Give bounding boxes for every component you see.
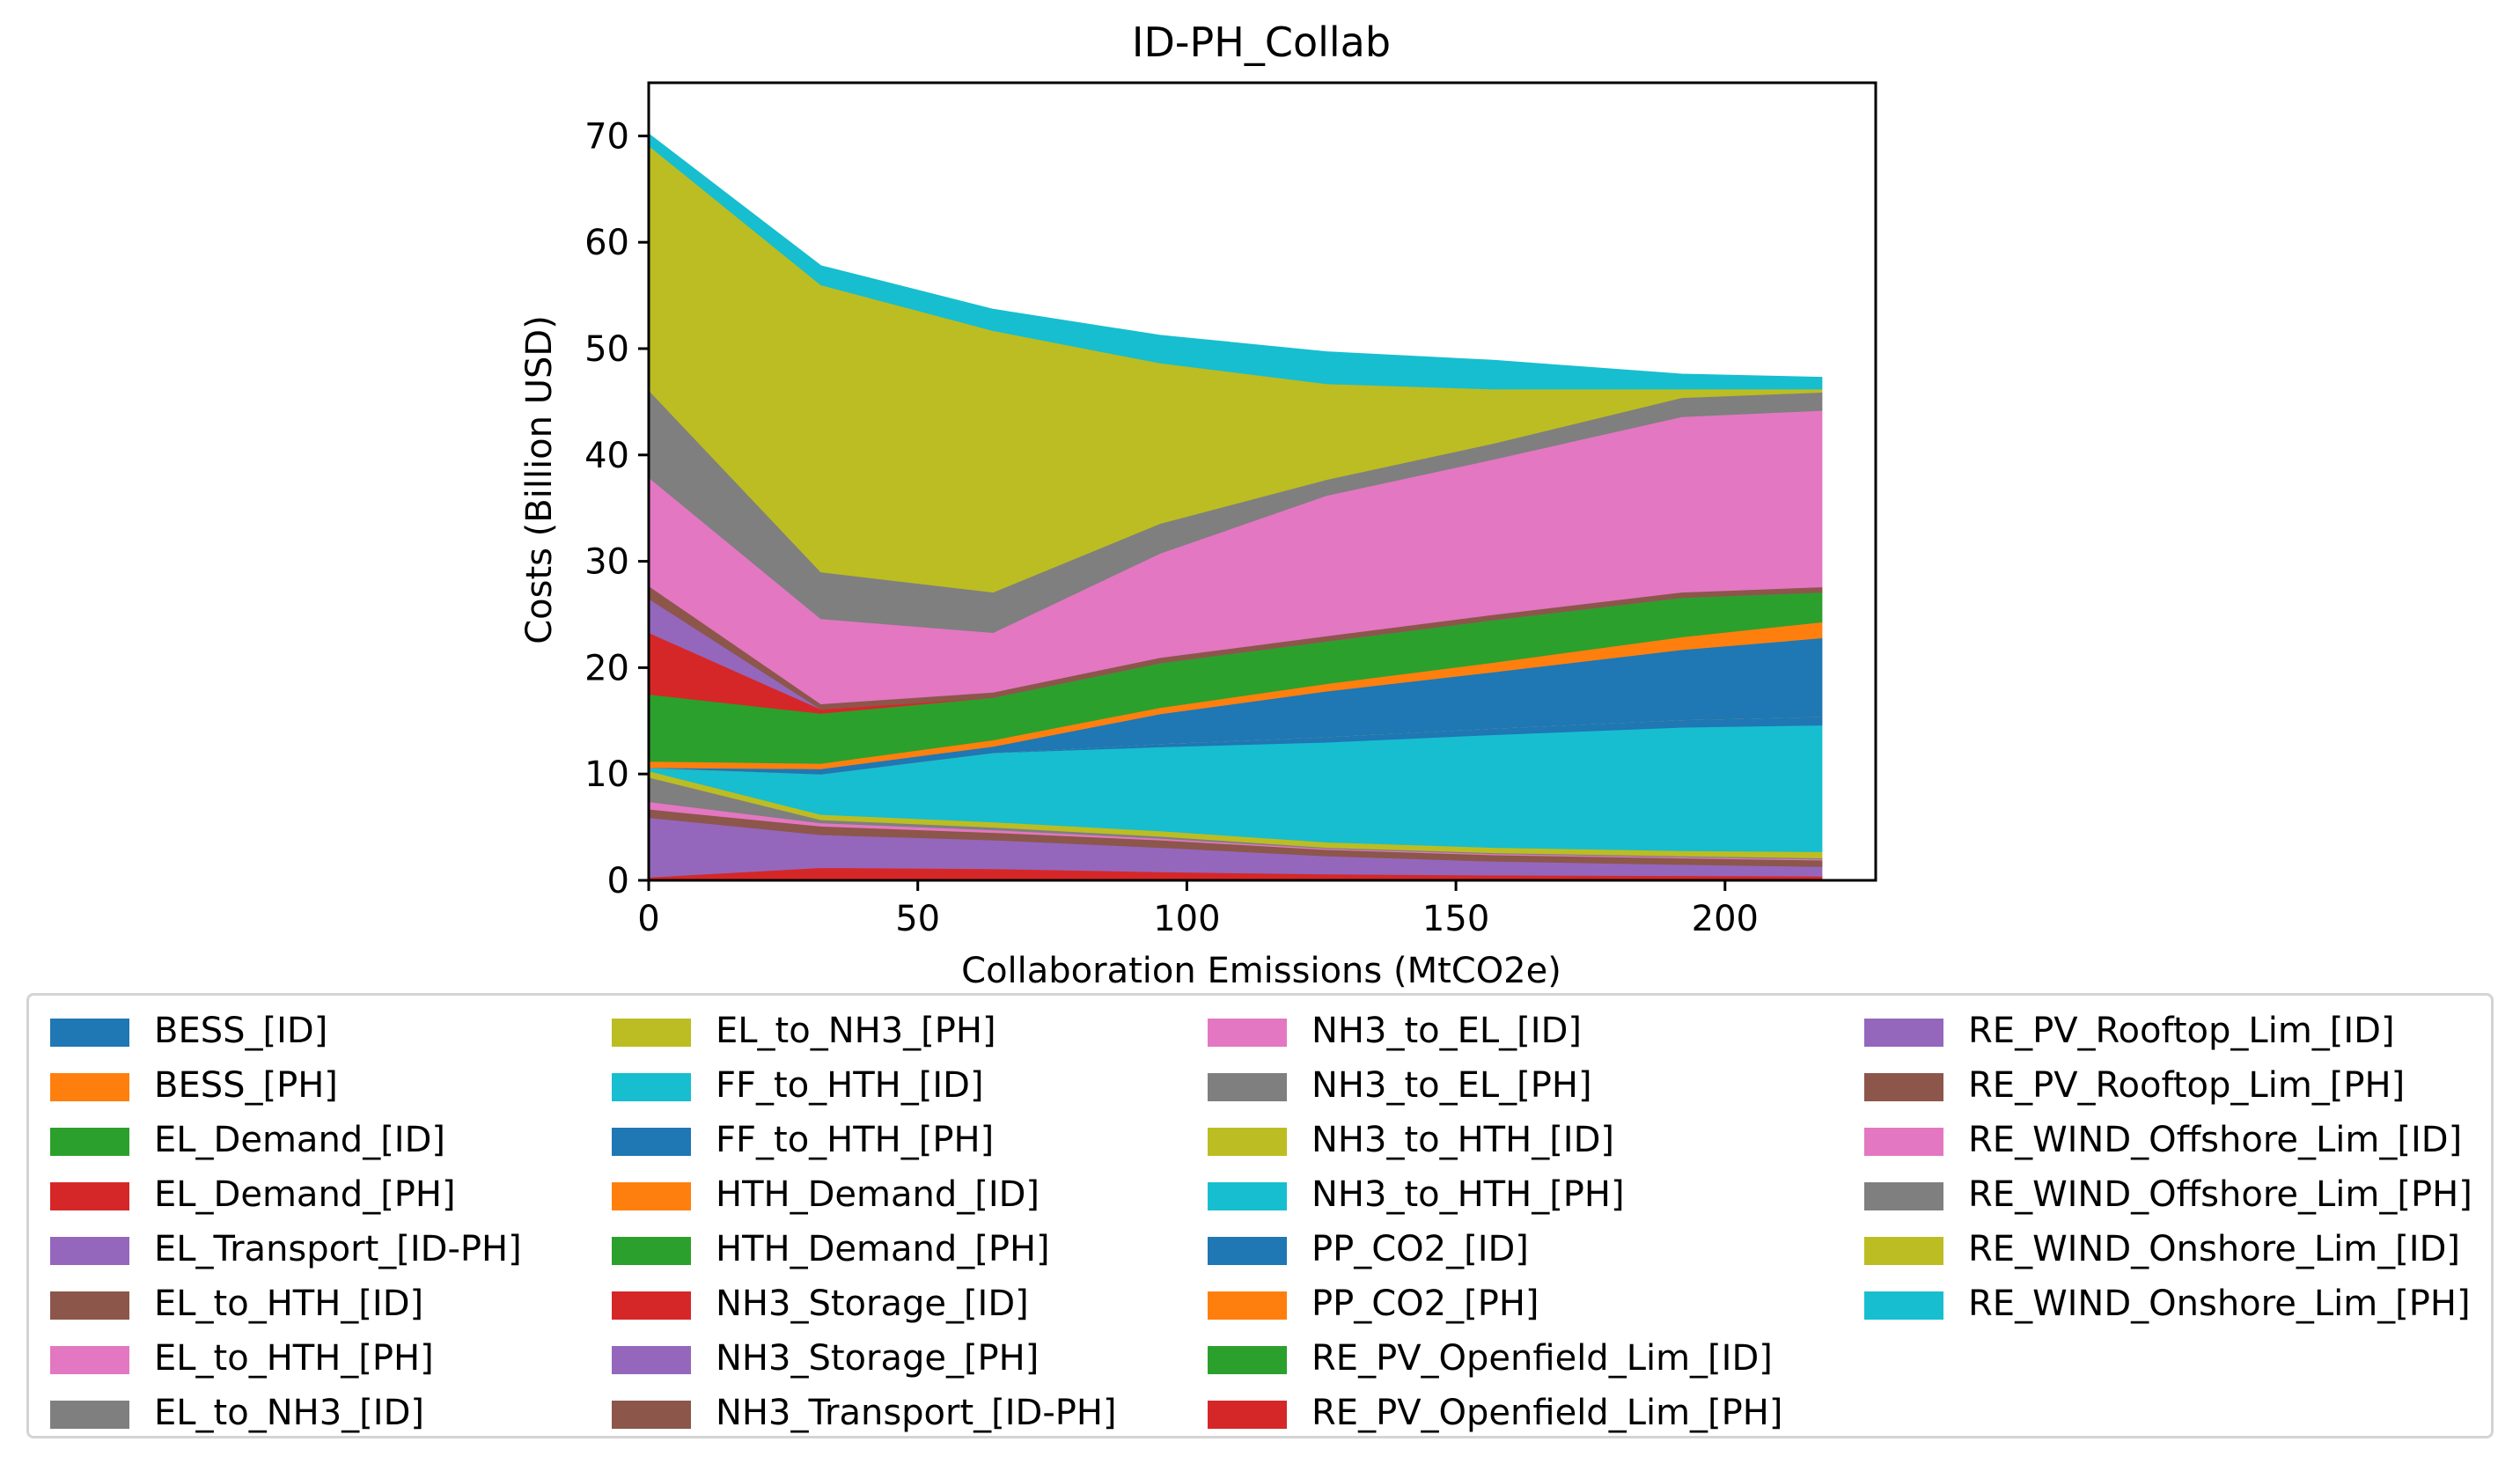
- legend: BESS_[ID] BESS_[PH] EL_Demand_[ID] EL_Deman…: [26, 993, 2494, 1438]
- y-tick-label: 0: [607, 861, 629, 901]
- legend-swatch: [50, 1019, 129, 1047]
- y-tick-label: 40: [584, 436, 629, 476]
- legend-label: EL_to_NH3_[ID]: [154, 1393, 424, 1433]
- legend-swatch: [1208, 1291, 1287, 1320]
- legend-label: EL_to_HTH_[ID]: [154, 1284, 424, 1324]
- y-tick-label: 60: [584, 223, 629, 263]
- legend-swatch: [612, 1291, 691, 1320]
- legend-label: EL_to_NH3_[PH]: [716, 1011, 996, 1051]
- legend-label: BESS_[PH]: [154, 1065, 338, 1106]
- legend-swatch: [1864, 1128, 1943, 1156]
- x-tick-label: 200: [1692, 899, 1759, 939]
- legend-label: NH3_Storage_[PH]: [716, 1338, 1040, 1379]
- legend-label: BESS_[ID]: [154, 1011, 328, 1051]
- legend-label: RE_PV_Openfield_Lim_[PH]: [1311, 1393, 1783, 1433]
- legend-swatch: [1864, 1237, 1943, 1265]
- legend-swatch: [50, 1346, 129, 1374]
- legend-swatch: [1208, 1401, 1287, 1429]
- legend-swatch: [612, 1401, 691, 1429]
- legend-swatch: [612, 1128, 691, 1156]
- legend-swatch: [1208, 1073, 1287, 1101]
- legend-swatch: [1208, 1128, 1287, 1156]
- y-axis-label: Costs (Billion USD): [519, 315, 560, 644]
- legend-label: HTH_Demand_[ID]: [716, 1174, 1040, 1215]
- legend-swatch: [612, 1073, 691, 1101]
- x-tick-label: 50: [895, 899, 940, 939]
- legend-swatch: [1208, 1182, 1287, 1210]
- area-series-29: [648, 132, 1823, 390]
- legend-label: EL_Demand_[PH]: [154, 1174, 456, 1215]
- legend-label: FF_to_HTH_[ID]: [716, 1065, 984, 1106]
- legend-label: NH3_to_EL_[PH]: [1311, 1065, 1592, 1106]
- x-axis-label: Collaboration Emissions (MtCO2e): [961, 951, 1561, 991]
- legend-label: NH3_to_HTH_[PH]: [1311, 1174, 1625, 1215]
- legend-swatch: [1864, 1182, 1943, 1210]
- legend-label: FF_to_HTH_[PH]: [716, 1120, 995, 1160]
- legend-swatch: [1208, 1019, 1287, 1047]
- legend-label: RE_WIND_Onshore_Lim_[PH]: [1968, 1284, 2471, 1324]
- legend-label: NH3_to_EL_[ID]: [1311, 1011, 1582, 1051]
- legend-swatch: [50, 1128, 129, 1156]
- y-tick-label: 10: [584, 754, 629, 795]
- legend-swatch: [612, 1019, 691, 1047]
- legend-swatch: [50, 1182, 129, 1210]
- plot-frame: [647, 81, 1877, 882]
- legend-swatch: [50, 1291, 129, 1320]
- legend-label: RE_PV_Rooftop_Lim_[ID]: [1968, 1011, 2395, 1051]
- y-tick-label: 20: [584, 648, 629, 688]
- legend-swatch: [50, 1237, 129, 1265]
- area-series-layer: [648, 132, 1823, 881]
- y-tick-label: 30: [584, 542, 629, 583]
- legend-label: PP_CO2_[ID]: [1311, 1229, 1529, 1269]
- legend-label: EL_to_HTH_[PH]: [154, 1338, 434, 1379]
- legend-label: RE_PV_Rooftop_Lim_[PH]: [1968, 1065, 2406, 1106]
- legend-swatch: [612, 1346, 691, 1374]
- legend-label: RE_WIND_Onshore_Lim_[ID]: [1968, 1229, 2460, 1269]
- legend-label: NH3_to_HTH_[ID]: [1311, 1120, 1615, 1160]
- legend-swatch: [612, 1237, 691, 1265]
- y-tick-label: 70: [584, 116, 629, 157]
- legend-label: HTH_Demand_[PH]: [716, 1229, 1050, 1269]
- legend-label: NH3_Storage_[ID]: [716, 1284, 1029, 1324]
- legend-swatch: [1864, 1019, 1943, 1047]
- legend-label: PP_CO2_[PH]: [1311, 1284, 1539, 1324]
- legend-label: NH3_Transport_[ID-PH]: [716, 1393, 1117, 1433]
- x-tick-label: 100: [1153, 899, 1220, 939]
- x-axis-ticks: 0 50 100 150 200: [637, 880, 1759, 939]
- legend-label: EL_Demand_[ID]: [154, 1120, 445, 1160]
- legend-label: RE_WIND_Offshore_Lim_[PH]: [1968, 1174, 2472, 1215]
- legend-label: RE_WIND_Offshore_Lim_[ID]: [1968, 1120, 2463, 1160]
- y-axis-ticks: 0 10 20 30 40 50 60 70: [584, 116, 649, 901]
- x-tick-label: 150: [1422, 899, 1489, 939]
- legend-swatch: [50, 1401, 129, 1429]
- x-tick-label: 0: [637, 899, 659, 939]
- legend-swatch: [1208, 1237, 1287, 1265]
- legend-swatch: [1864, 1291, 1943, 1320]
- legend-swatch: [1864, 1073, 1943, 1101]
- y-tick-label: 50: [584, 329, 629, 370]
- legend-label: EL_Transport_[ID-PH]: [154, 1229, 522, 1269]
- legend-swatch: [1208, 1346, 1287, 1374]
- chart-title: ID-PH_Collab: [1132, 18, 1391, 66]
- legend-swatch: [50, 1073, 129, 1101]
- legend-label: RE_PV_Openfield_Lim_[ID]: [1311, 1338, 1773, 1379]
- legend-swatch: [612, 1182, 691, 1210]
